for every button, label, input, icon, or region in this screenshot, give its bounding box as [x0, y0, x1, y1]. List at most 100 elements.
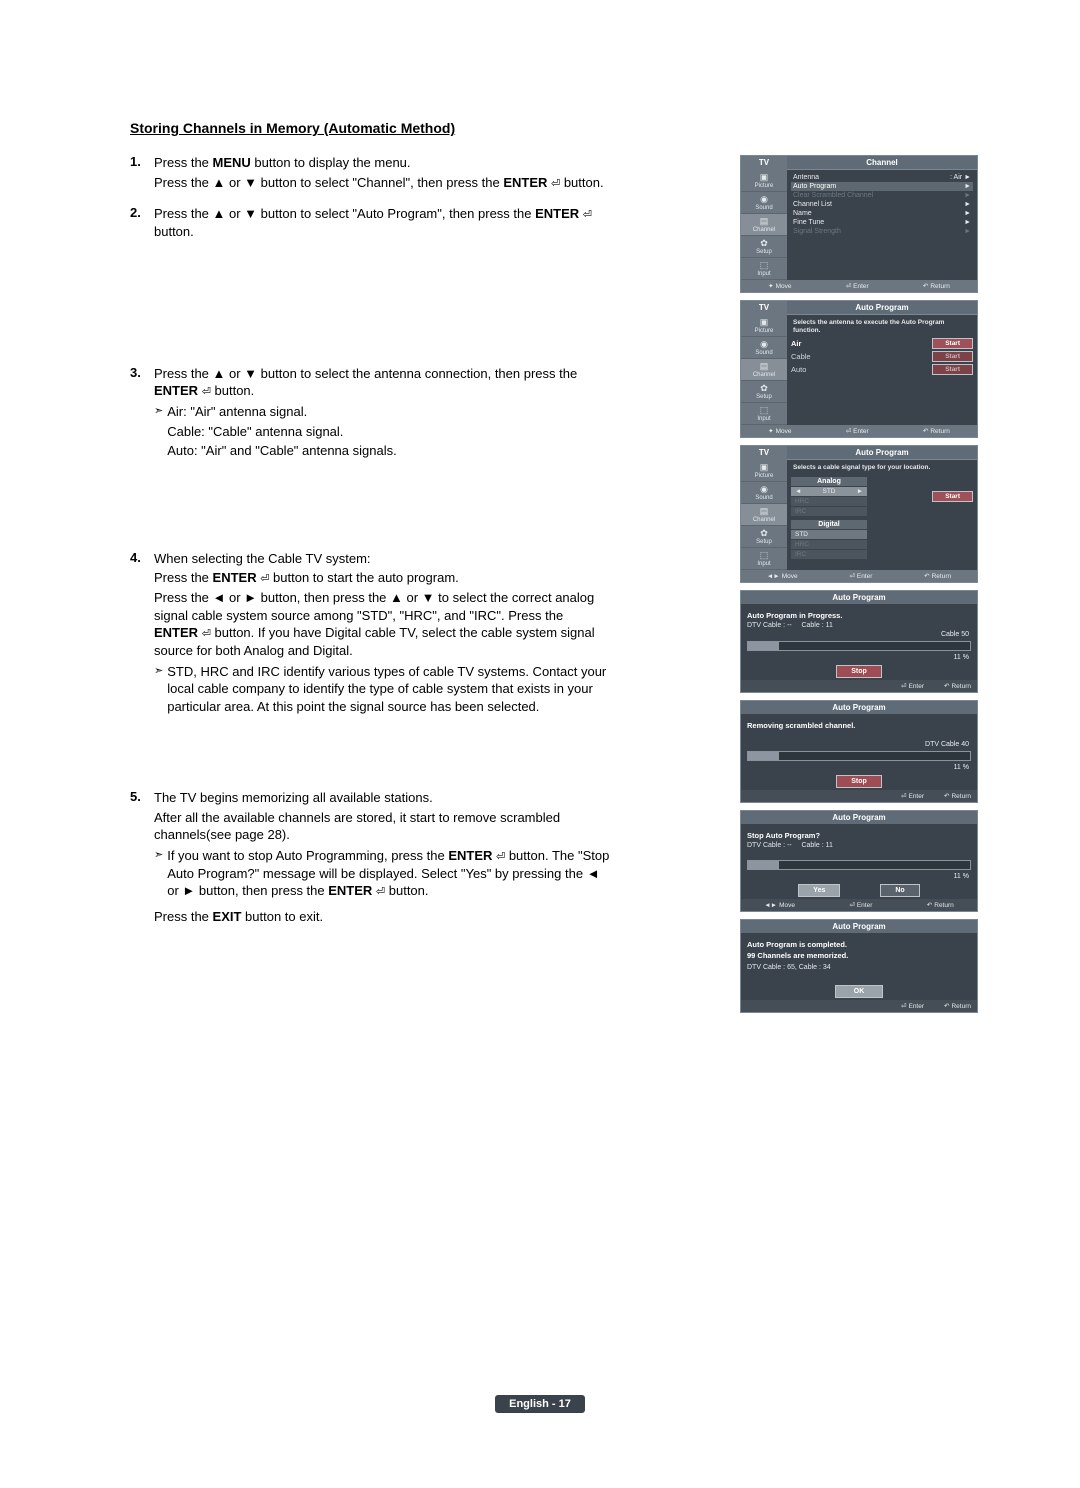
screen-title: Auto Program [787, 301, 977, 315]
tv-screen-antenna: TV Auto Program ▣Picture◉Sound▤Channel✿S… [740, 300, 978, 438]
sidebar-item-channel[interactable]: ▤Channel [741, 359, 787, 381]
screen-title: Auto Program [741, 811, 977, 824]
progress-bar [747, 751, 971, 761]
step-1: 1. Press the MENU button to display the … [130, 154, 610, 193]
picture-icon: ▣ [758, 463, 770, 473]
yes-button[interactable]: Yes [798, 884, 840, 897]
sound-icon: ◉ [758, 485, 770, 495]
step-5: 5. The TV begins memorizing all availabl… [130, 789, 610, 927]
enter-icon: ⏎ [901, 682, 906, 690]
menu-item[interactable]: Name► [791, 209, 973, 218]
tv-screen-progress: Auto Program Auto Program in Progress. D… [740, 590, 978, 693]
enter-icon: ⏎ [496, 851, 505, 863]
tv-screen-removing: Auto Program Removing scrambled channel.… [740, 700, 978, 803]
note-icon: ➣ [154, 403, 163, 420]
option-hrc[interactable]: HRC [791, 497, 867, 506]
step-number: 1. [130, 154, 154, 193]
tv-label: TV [741, 446, 787, 460]
move-icon: ◄► [767, 573, 780, 580]
input-icon: ⬚ [758, 261, 770, 271]
screen-content: Antenna: Air ►Auto Program►Clear Scrambl… [787, 170, 977, 280]
picture-icon: ▣ [758, 318, 770, 328]
progress-bar [747, 641, 971, 651]
step-4: 4. When selecting the Cable TV system: P… [130, 550, 610, 718]
sound-icon: ◉ [758, 195, 770, 205]
channel-icon: ▤ [758, 217, 770, 227]
screen-title: Channel [787, 156, 977, 170]
antenna-option-auto[interactable]: AutoStart [791, 363, 973, 376]
arrow-icon: ► [964, 201, 971, 208]
menu-item[interactable]: Auto Program► [791, 182, 973, 191]
option-std[interactable]: STD [791, 530, 867, 539]
return-icon: ↶ [944, 792, 949, 800]
screen-footer: ◄►Move ⏎Enter ↶Return [741, 570, 977, 582]
sidebar-item-setup[interactable]: ✿Setup [741, 526, 787, 548]
return-icon: ↶ [923, 282, 928, 290]
start-button[interactable]: Start [932, 491, 973, 502]
arrow-icon: ► [964, 228, 971, 235]
step-2: 2. Press the ▲ or ▼ button to select "Au… [130, 205, 610, 242]
start-button[interactable]: Start [932, 351, 973, 362]
sidebar-item-sound[interactable]: ◉Sound [741, 192, 787, 214]
ok-button[interactable]: OK [835, 985, 884, 998]
sidebar-item-setup[interactable]: ✿Setup [741, 236, 787, 258]
channel-icon: ▤ [758, 362, 770, 372]
screen-title: Auto Program [741, 591, 977, 604]
step-body: Press the ▲ or ▼ button to select "Auto … [154, 205, 610, 242]
tv-screenshots: TV Channel ▣Picture◉Sound▤Channel✿Setup⬚… [740, 155, 980, 1020]
stop-button[interactable]: Stop [836, 775, 882, 788]
move-icon: ✦ [768, 427, 773, 435]
enter-icon: ⏎ [901, 792, 906, 800]
sidebar-item-sound[interactable]: ◉Sound [741, 337, 787, 359]
sidebar-item-picture[interactable]: ▣Picture [741, 460, 787, 482]
no-button[interactable]: No [880, 884, 919, 897]
sidebar-item-picture[interactable]: ▣Picture [741, 170, 787, 192]
menu-item[interactable]: Signal Strength► [791, 227, 973, 236]
input-icon: ⬚ [758, 406, 770, 416]
sidebar-item-input[interactable]: ⬚Input [741, 258, 787, 280]
tv-screen-stop-confirm: Auto Program Stop Auto Program? DTV Cabl… [740, 810, 978, 912]
option-std[interactable]: ◄STD► [791, 487, 867, 496]
option-irc[interactable]: IRC [791, 507, 867, 516]
note: ➣ STD, HRC and IRC identify various type… [154, 663, 610, 718]
sidebar-item-picture[interactable]: ▣Picture [741, 315, 787, 337]
enter-icon: ⏎ [202, 386, 211, 398]
steps-list: 1. Press the MENU button to display the … [130, 154, 610, 928]
sidebar-item-channel[interactable]: ▤Channel [741, 504, 787, 526]
sidebar-item-setup[interactable]: ✿Setup [741, 381, 787, 403]
start-button[interactable]: Start [932, 338, 973, 349]
antenna-option-cable[interactable]: CableStart [791, 350, 973, 363]
tv-sidebar: ▣Picture◉Sound▤Channel✿Setup⬚Input [741, 460, 787, 570]
screen-footer: ✦Move ⏎Enter ↶Return [741, 425, 977, 437]
option-irc[interactable]: IRC [791, 550, 867, 559]
menu-item[interactable]: Fine Tune► [791, 218, 973, 227]
start-button[interactable]: Start [932, 364, 973, 375]
input-icon: ⬚ [758, 551, 770, 561]
step-number: 5. [130, 789, 154, 927]
menu-item[interactable]: Antenna: Air ► [791, 173, 973, 182]
sidebar-item-channel[interactable]: ▤Channel [741, 214, 787, 236]
enter-icon: ⏎ [901, 1002, 906, 1010]
step-body: Press the MENU button to display the men… [154, 154, 604, 193]
enter-icon: ⏎ [202, 628, 211, 640]
arrow-icon: ► [964, 219, 971, 226]
return-icon: ↶ [927, 901, 932, 909]
screen-title: Auto Program [741, 920, 977, 933]
antenna-option-air[interactable]: AirStart [791, 337, 973, 350]
progress-bar [747, 860, 971, 870]
arrow-icon: ► [964, 210, 971, 217]
sidebar-item-input[interactable]: ⬚Input [741, 403, 787, 425]
step-body: When selecting the Cable TV system: Pres… [154, 550, 610, 718]
channel-icon: ▤ [758, 507, 770, 517]
return-icon: ↶ [924, 572, 929, 580]
option-hrc[interactable]: HRC [791, 540, 867, 549]
menu-item[interactable]: Clear Scrambled Channel► [791, 191, 973, 200]
note: ➣ If you want to stop Auto Programming, … [154, 847, 610, 902]
sidebar-item-input[interactable]: ⬚Input [741, 548, 787, 570]
tv-label: TV [741, 156, 787, 170]
stop-button[interactable]: Stop [836, 665, 882, 678]
sidebar-item-sound[interactable]: ◉Sound [741, 482, 787, 504]
enter-icon: ⏎ [376, 886, 385, 898]
menu-item[interactable]: Channel List► [791, 200, 973, 209]
tv-screen-completed: Auto Program Auto Program is completed. … [740, 919, 978, 1013]
